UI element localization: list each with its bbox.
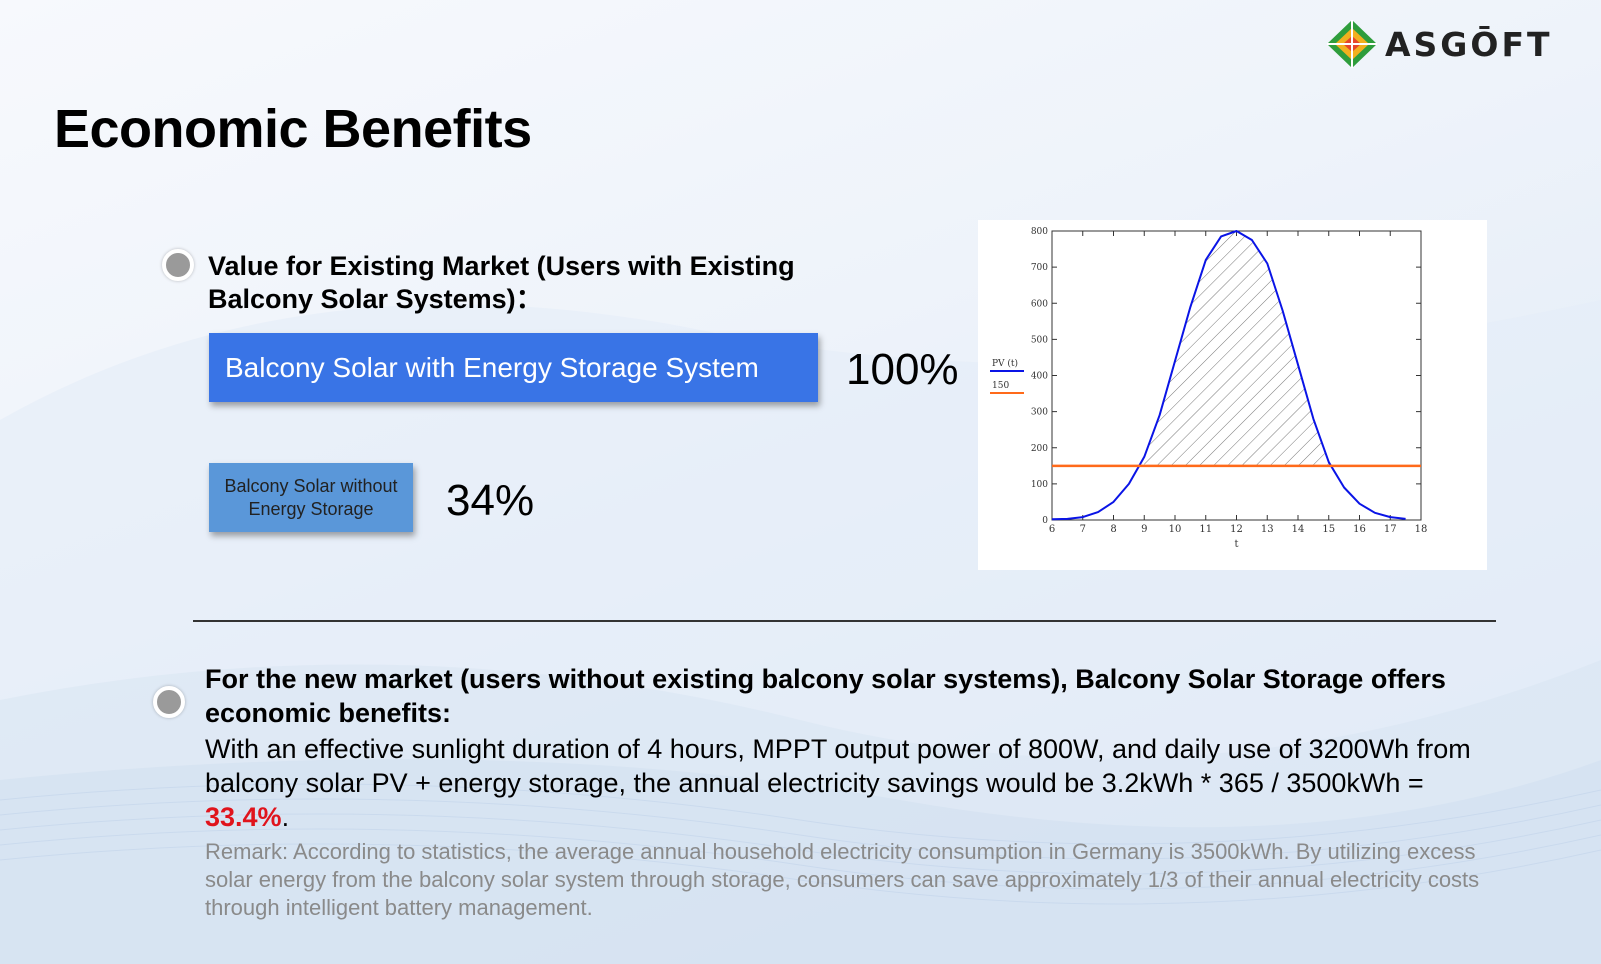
logo-mark-icon — [1327, 20, 1377, 68]
bullet-icon — [153, 686, 185, 718]
bar-with-storage-percent: 100% — [846, 345, 959, 394]
pv-chart: 6 7 8 9 10 11 12 13 14 15 16 17 18 0 100 200 300 400 500 60… — [990, 227, 1428, 550]
series-line-1 — [1051, 230, 1406, 521]
x-tick-label: 11 — [1199, 524, 1212, 535]
body-suffix: . — [281, 802, 290, 832]
bar-without-storage-label: Balcony Solar without Energy Storage — [224, 475, 398, 519]
x-tick-label: 15 — [1322, 524, 1335, 535]
x-tick-label: 9 — [1141, 524, 1147, 535]
x-tick-label: 18 — [1415, 524, 1428, 535]
y-tick-label: 800 — [1031, 227, 1048, 237]
x-tick-label: 14 — [1292, 524, 1305, 535]
logo-text: ASGŌFT — [1385, 24, 1553, 64]
x-tick-label: 10 — [1169, 524, 1182, 535]
y-tick-label: 0 — [1042, 516, 1048, 526]
y-tick-label: 500 — [1031, 335, 1048, 345]
existing-market-heading: Value for Existing Market (Users with Ex… — [208, 251, 795, 314]
y-tick-label: 200 — [1031, 444, 1048, 454]
body-text: With an effective sunlight duration of 4… — [205, 734, 1471, 798]
x-tick-label: 12 — [1230, 524, 1243, 535]
y-tick-label: 100 — [1031, 480, 1048, 490]
pv-chart-panel: 6 7 8 9 10 11 12 13 14 15 16 17 18 0 100 200 300 400 500 60… — [978, 220, 1487, 570]
y-tick-label: 300 — [1031, 408, 1048, 418]
section-divider — [193, 620, 1496, 622]
y-tick-label: 700 — [1031, 263, 1048, 273]
remark-text: Remark: According to statistics, the ave… — [205, 839, 1480, 920]
x-tick-label: 13 — [1261, 524, 1274, 535]
page-title: Economic Benefits — [54, 99, 532, 159]
bullet-icon — [162, 249, 194, 281]
bar-with-storage: Balcony Solar with Energy Storage System — [209, 333, 818, 402]
x-tick-label: 16 — [1353, 524, 1366, 535]
brand-logo: ASGŌFT — [1325, 18, 1553, 70]
bar-with-storage-label: Balcony Solar with Energy Storage System — [225, 351, 759, 383]
legend-label: PV (t) — [992, 358, 1018, 369]
x-tick-label: 7 — [1080, 524, 1086, 535]
bar-without-storage: Balcony Solar without Energy Storage — [209, 463, 413, 532]
new-market-body: With an effective sunlight duration of 4… — [205, 732, 1505, 834]
x-tick-label: 8 — [1110, 524, 1116, 535]
x-axis-label: t — [1234, 539, 1238, 550]
x-tick-label: 17 — [1384, 524, 1397, 535]
shaded-area — [1144, 231, 1329, 466]
new-market-heading: For the new market (users without existi… — [205, 664, 1446, 728]
legend-label: 150 — [992, 381, 1009, 391]
y-tick-label: 400 — [1031, 372, 1048, 382]
bar-without-storage-percent: 34% — [446, 476, 535, 525]
savings-highlight: 33.4% — [205, 802, 282, 832]
x-tick-label: 6 — [1049, 524, 1055, 535]
y-tick-label: 600 — [1031, 299, 1048, 309]
